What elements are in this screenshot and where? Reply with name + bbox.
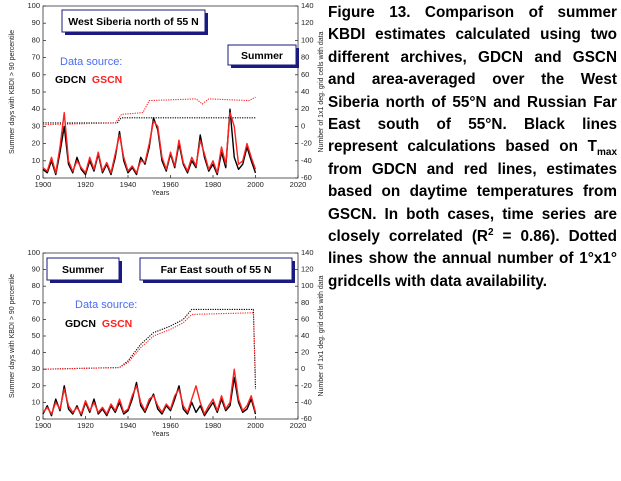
season-label-box (227, 44, 297, 66)
x-tick-label: 2020 (290, 421, 307, 430)
x-tick-label: 2020 (290, 180, 307, 189)
x-tick-label: 1920 (77, 180, 94, 189)
y-tick-label: 40 (32, 348, 40, 357)
gridcell-line (42, 312, 257, 378)
x-tick-label: 1940 (120, 421, 137, 430)
chart-title-box (61, 9, 206, 33)
y2-tick-label: -40 (301, 397, 312, 406)
x-tick-label: 1920 (77, 421, 94, 430)
chart-title-box (139, 257, 293, 281)
x-tick-label: 1960 (162, 421, 179, 430)
gridcell-line (43, 117, 256, 124)
y-axis-label: Summer days with KBDI > 90 percentile (9, 274, 16, 398)
x-tick-label: 2000 (247, 180, 264, 189)
legend-entry: GDCN (65, 318, 96, 330)
y2-tick-label: 0 (301, 364, 305, 373)
x-tick-label: 1900 (35, 421, 52, 430)
y2-tick-label: 20 (301, 104, 309, 113)
y-tick-label: 60 (32, 70, 40, 79)
y2-tick-label: 120 (301, 265, 314, 274)
y-tick-label: 30 (32, 364, 40, 373)
legend-title: Data source: (75, 299, 137, 311)
chart-title: West Siberia north of 55 N (68, 16, 199, 28)
caption-text: = 0.86). Dotted lines show the annual nu… (328, 228, 618, 290)
caption-subscript: max (596, 147, 617, 159)
y-tick-label: 100 (27, 248, 40, 257)
season-label-box (46, 257, 120, 281)
y2-axis-label: Number of 1x1 deg. grid cells with data (318, 275, 325, 396)
y-tick-label: 90 (32, 265, 40, 274)
x-axis-label: Years (152, 431, 170, 438)
y2-tick-label: -60 (301, 414, 312, 423)
legend-entry: GSCN (92, 74, 122, 86)
y2-tick-label: 80 (301, 53, 309, 62)
y2-tick-label: 60 (301, 314, 309, 323)
y2-tick-label: 100 (301, 35, 314, 44)
y-tick-label: 60 (32, 314, 40, 323)
y-axis-label: Summer days with KBDI > 90 percentile (9, 30, 16, 154)
x-tick-label: 1960 (162, 180, 179, 189)
y2-tick-label: 40 (301, 87, 309, 96)
x-axis-label: Years (152, 190, 170, 197)
y-tick-label: 100 (27, 1, 40, 10)
y-tick-label: 0 (36, 414, 40, 423)
y2-tick-label: 60 (301, 70, 309, 79)
y2-tick-label: 120 (301, 18, 314, 27)
caption-superscript: 2 (487, 226, 494, 238)
y2-tick-label: -20 (301, 381, 312, 390)
y-tick-label: 10 (32, 397, 40, 406)
y-tick-label: 20 (32, 139, 40, 148)
y-tick-label: 30 (32, 121, 40, 130)
x-tick-label: 2000 (247, 421, 264, 430)
y2-tick-label: -40 (301, 156, 312, 165)
x-tick-label: 1940 (120, 180, 137, 189)
y-tick-label: 90 (32, 18, 40, 27)
y-tick-label: 20 (32, 381, 40, 390)
series-line (42, 368, 257, 415)
gridcell-line (42, 96, 256, 126)
y2-tick-label: -60 (301, 173, 312, 182)
y2-tick-label: 20 (301, 348, 309, 357)
legend-title: Data source: (60, 56, 122, 68)
y2-axis-label: Number of 1x1 deg. grid cells with data (318, 31, 325, 152)
season-label: Summer (241, 50, 283, 62)
y-tick-label: 10 (32, 156, 40, 165)
y-tick-label: 80 (32, 281, 40, 290)
chart-title: Far East south of 55 N (161, 264, 272, 276)
y2-tick-label: 40 (301, 331, 309, 340)
series-line (42, 111, 257, 174)
y2-tick-label: -20 (301, 139, 312, 148)
season-label: Summer (62, 264, 104, 276)
y-tick-label: 0 (36, 173, 40, 182)
caption-text: from GDCN and red lines, estimates based… (328, 160, 617, 246)
y-tick-label: 50 (32, 87, 40, 96)
y2-tick-label: 0 (301, 121, 305, 130)
y2-tick-label: 100 (301, 281, 314, 290)
y-tick-label: 40 (32, 104, 40, 113)
y-tick-label: 80 (32, 35, 40, 44)
legend-entry: GDCN (55, 74, 86, 86)
y-tick-label: 50 (32, 331, 40, 340)
figure: 0102030405060708090100-60-40-20020406080… (9, 1, 325, 438)
legend-entry: GSCN (102, 318, 132, 330)
gridcell-line (42, 308, 257, 390)
caption: Figure 13. Comparison of summer KBDI est… (328, 2, 617, 293)
x-tick-label: 1980 (205, 421, 222, 430)
y-tick-label: 70 (32, 298, 40, 307)
y2-tick-label: 80 (301, 298, 309, 307)
y2-tick-label: 140 (301, 1, 314, 10)
y2-tick-label: 140 (301, 248, 314, 257)
caption-text: Figure 13. Comparison of summer KBDI est… (328, 4, 617, 156)
x-tick-label: 1980 (205, 180, 222, 189)
x-tick-label: 1900 (35, 180, 52, 189)
y-tick-label: 70 (32, 53, 40, 62)
